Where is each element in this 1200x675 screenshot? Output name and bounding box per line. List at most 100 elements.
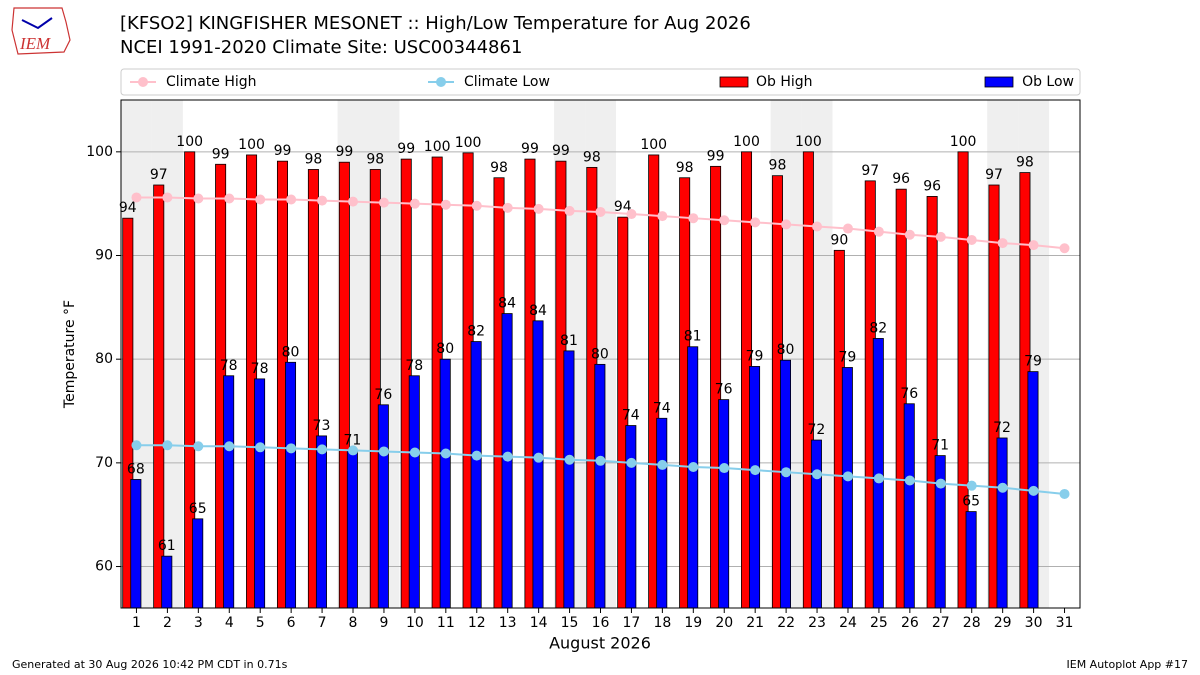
data-label: 84 bbox=[529, 303, 547, 319]
x-tick-label: 24 bbox=[839, 615, 857, 631]
data-label: 100 bbox=[733, 134, 760, 150]
line-marker bbox=[564, 454, 575, 465]
x-axis-label: August 2026 bbox=[549, 634, 651, 653]
bar bbox=[841, 367, 853, 609]
x-tick-label: 6 bbox=[287, 615, 296, 631]
x-tick-label: 7 bbox=[318, 615, 327, 631]
line-marker bbox=[966, 480, 977, 491]
data-label: 73 bbox=[313, 418, 331, 434]
line-marker bbox=[1059, 488, 1070, 499]
bar bbox=[377, 404, 389, 609]
bar bbox=[346, 450, 358, 609]
data-label: 78 bbox=[220, 358, 238, 374]
x-tick-label: 17 bbox=[623, 615, 641, 631]
line-marker bbox=[131, 192, 142, 203]
data-label: 80 bbox=[436, 341, 454, 357]
x-tick-label: 30 bbox=[1025, 615, 1043, 631]
data-label: 97 bbox=[150, 167, 168, 183]
bar bbox=[223, 375, 235, 609]
data-label: 84 bbox=[498, 296, 516, 312]
line-marker bbox=[131, 440, 142, 451]
line-marker bbox=[750, 465, 761, 476]
bar bbox=[656, 417, 668, 609]
bar bbox=[532, 320, 544, 609]
line-marker bbox=[935, 231, 946, 242]
data-label: 99 bbox=[552, 143, 570, 159]
data-label: 78 bbox=[251, 361, 269, 377]
data-label: 100 bbox=[950, 134, 977, 150]
line-marker bbox=[966, 234, 977, 245]
legend-label: Ob Low bbox=[1022, 74, 1074, 90]
x-tick-label: 8 bbox=[349, 615, 358, 631]
bar bbox=[470, 341, 482, 609]
legend-label: Climate High bbox=[166, 74, 257, 90]
line-marker bbox=[162, 440, 173, 451]
line-marker bbox=[626, 457, 637, 468]
x-tick-label: 18 bbox=[653, 615, 671, 631]
y-tick-label: 100 bbox=[86, 144, 113, 160]
x-tick-label: 3 bbox=[194, 615, 203, 631]
y-tick-label: 60 bbox=[95, 559, 113, 575]
data-label: 65 bbox=[189, 501, 207, 517]
data-label: 94 bbox=[119, 200, 137, 216]
line-marker bbox=[873, 226, 884, 237]
x-tick-label: 5 bbox=[256, 615, 265, 631]
bar bbox=[779, 359, 791, 609]
bar bbox=[625, 425, 637, 609]
line-marker bbox=[471, 200, 482, 211]
data-label: 80 bbox=[282, 344, 300, 360]
line-marker bbox=[904, 475, 915, 486]
line-marker bbox=[440, 448, 451, 459]
line-marker bbox=[595, 455, 606, 466]
line-marker bbox=[224, 193, 235, 204]
data-label: 76 bbox=[715, 382, 733, 398]
line-marker bbox=[564, 205, 575, 216]
line-marker bbox=[471, 450, 482, 461]
logo-mark bbox=[21, 17, 53, 30]
data-label: 100 bbox=[795, 134, 822, 150]
plot-frame bbox=[120, 99, 1081, 609]
data-label: 65 bbox=[962, 494, 980, 510]
logo: IEM bbox=[11, 7, 71, 55]
data-label: 98 bbox=[366, 151, 384, 167]
data-label: 80 bbox=[777, 342, 795, 358]
data-label: 99 bbox=[335, 144, 353, 160]
x-tick-label: 22 bbox=[777, 615, 795, 631]
bar bbox=[903, 403, 915, 609]
x-tick-label: 4 bbox=[225, 615, 234, 631]
data-label: 76 bbox=[374, 387, 392, 403]
x-tick-label: 10 bbox=[406, 615, 424, 631]
line-marker bbox=[162, 192, 173, 203]
line-marker bbox=[1059, 243, 1070, 254]
y-axis-label: Temperature °F bbox=[62, 300, 78, 409]
data-label: 78 bbox=[405, 358, 423, 374]
bar bbox=[285, 361, 297, 609]
bar bbox=[408, 375, 420, 609]
x-tick-label: 15 bbox=[561, 615, 579, 631]
line-marker bbox=[193, 193, 204, 204]
data-label: 98 bbox=[676, 160, 694, 176]
data-label: 74 bbox=[653, 400, 671, 416]
legend-label: Climate Low bbox=[464, 74, 550, 90]
line-marker bbox=[502, 202, 513, 213]
data-label: 81 bbox=[560, 333, 578, 349]
data-label: 94 bbox=[614, 199, 632, 215]
line-marker bbox=[657, 459, 668, 470]
x-tick-label: 25 bbox=[870, 615, 888, 631]
x-tick-label: 27 bbox=[932, 615, 950, 631]
data-label: 79 bbox=[838, 349, 856, 365]
line-marker bbox=[348, 196, 359, 207]
bar bbox=[934, 455, 946, 609]
line-marker bbox=[873, 473, 884, 484]
bar bbox=[161, 555, 173, 609]
legend-label: Ob High bbox=[756, 74, 813, 90]
data-label: 79 bbox=[1024, 354, 1042, 370]
line-marker bbox=[533, 203, 544, 214]
bar bbox=[687, 346, 699, 609]
logo-text: IEM bbox=[19, 34, 51, 53]
data-label: 71 bbox=[931, 438, 949, 454]
line-marker bbox=[286, 443, 297, 454]
data-label: 61 bbox=[158, 538, 176, 554]
line-marker bbox=[904, 229, 915, 240]
logo-outline bbox=[11, 7, 71, 55]
